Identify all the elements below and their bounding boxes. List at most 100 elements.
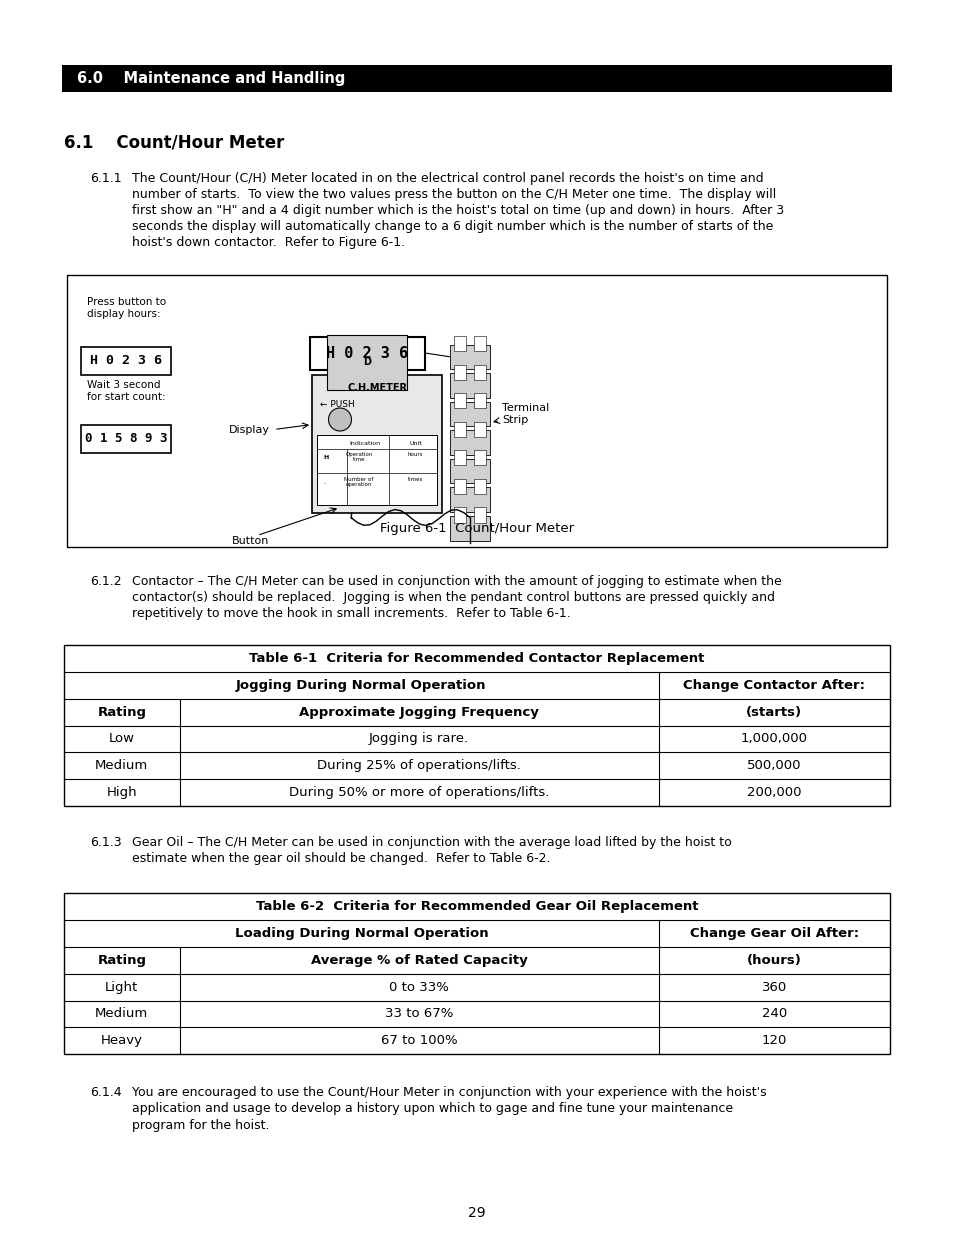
Text: Number of
operation: Number of operation [344, 477, 374, 488]
Text: Average % of Rated Capacity: Average % of Rated Capacity [311, 953, 527, 967]
Bar [64, 893, 889, 1055]
Bar [67, 274, 886, 547]
Text: Table 6-2  Criteria for Recommended Gear Oil Replacement: Table 6-2 Criteria for Recommended Gear … [255, 900, 698, 913]
Bar [454, 336, 465, 351]
Text: times: times [407, 477, 422, 482]
Text: The Count/Hour (C/H) Meter located in on the electrical control panel records th: The Count/Hour (C/H) Meter located in on… [132, 172, 762, 184]
Text: Figure 6-1  Count/Hour Meter: Figure 6-1 Count/Hour Meter [379, 521, 574, 535]
Text: Contactor – The C/H Meter can be used in conjunction with the amount of jogging : Contactor – The C/H Meter can be used in… [132, 574, 781, 588]
Text: 6.1.3: 6.1.3 [90, 836, 121, 848]
Text: Loading During Normal Operation: Loading During Normal Operation [234, 927, 488, 940]
Text: Jogging During Normal Operation: Jogging During Normal Operation [235, 679, 486, 692]
Bar [450, 401, 490, 426]
Text: (starts): (starts) [745, 705, 801, 719]
Text: first show an "H" and a 4 digit number which is the hoist's total on time (up an: first show an "H" and a 4 digit number w… [132, 204, 783, 217]
Text: 500,000: 500,000 [746, 760, 801, 772]
Text: H: H [323, 454, 328, 459]
Bar [62, 65, 891, 91]
Text: Light: Light [105, 981, 138, 994]
Bar [474, 364, 485, 379]
Text: Medium: Medium [95, 760, 149, 772]
Text: Table 6-1  Criteria for Recommended Contactor Replacement: Table 6-1 Criteria for Recommended Conta… [249, 652, 704, 664]
Text: program for the hoist.: program for the hoist. [132, 1119, 269, 1131]
Text: Rating: Rating [97, 953, 146, 967]
Text: repetitively to move the hook in small increments.  Refer to Table 6-1.: repetitively to move the hook in small i… [132, 606, 570, 620]
Bar [450, 345, 490, 369]
Bar [450, 430, 490, 454]
Bar [474, 479, 485, 494]
Bar [454, 364, 465, 379]
Bar [474, 508, 485, 522]
Text: H 0 2 3 6: H 0 2 3 6 [326, 346, 408, 361]
Bar [454, 393, 465, 409]
Text: number of starts.  To view the two values press the button on the C/H Meter one : number of starts. To view the two values… [132, 188, 776, 201]
Text: 6.1.4: 6.1.4 [90, 1086, 121, 1099]
Text: Button: Button [232, 536, 269, 546]
Text: application and usage to develop a history upon which to gage and fine tune your: application and usage to develop a histo… [132, 1103, 732, 1115]
Bar [450, 458, 490, 483]
Text: C.H.METER: C.H.METER [347, 383, 407, 393]
Circle shape [328, 408, 351, 431]
Text: 0 to 33%: 0 to 33% [389, 981, 449, 994]
Text: Rating: Rating [97, 705, 146, 719]
Text: 120: 120 [760, 1034, 786, 1047]
Text: contactor(s) should be replaced.  Jogging is when the pendant control buttons ar: contactor(s) should be replaced. Jogging… [132, 590, 774, 604]
Text: Heavy: Heavy [101, 1034, 143, 1047]
Bar [450, 373, 490, 398]
Text: 240: 240 [760, 1008, 786, 1020]
Text: Terminal
Strip: Terminal Strip [501, 403, 549, 425]
Bar [450, 516, 490, 541]
Bar [474, 336, 485, 351]
Text: Display: Display [229, 425, 270, 435]
Text: D: D [363, 357, 371, 367]
Text: 0 1 5 8 9 3: 0 1 5 8 9 3 [85, 432, 167, 445]
Text: 29: 29 [468, 1207, 485, 1220]
Text: During 50% or more of operations/lifts.: During 50% or more of operations/lifts. [289, 785, 549, 799]
Text: hoist's down contactor.  Refer to Figure 6-1.: hoist's down contactor. Refer to Figure … [132, 236, 405, 249]
Text: .: . [323, 478, 325, 484]
Text: Indication: Indication [349, 441, 380, 446]
Bar [316, 435, 436, 505]
Bar [81, 347, 171, 374]
Text: (hours): (hours) [746, 953, 801, 967]
Text: Low: Low [109, 732, 134, 746]
Bar [474, 451, 485, 466]
Bar [310, 336, 424, 369]
Bar [81, 425, 171, 452]
Text: seconds the display will automatically change to a 6 digit number which is the n: seconds the display will automatically c… [132, 220, 773, 233]
Bar [454, 451, 465, 466]
Text: Jogging is rare.: Jogging is rare. [369, 732, 469, 746]
Text: You are encouraged to use the Count/Hour Meter in conjunction with your experien: You are encouraged to use the Count/Hour… [132, 1086, 766, 1099]
Text: Change Gear Oil After:: Change Gear Oil After: [689, 927, 858, 940]
Text: 6.1.2: 6.1.2 [90, 574, 121, 588]
Text: 67 to 100%: 67 to 100% [380, 1034, 457, 1047]
Text: High: High [107, 785, 137, 799]
Text: 200,000: 200,000 [746, 785, 801, 799]
Bar [327, 335, 407, 389]
Text: Change Contactor After:: Change Contactor After: [682, 679, 864, 692]
Bar [474, 421, 485, 437]
Text: 6.0    Maintenance and Handling: 6.0 Maintenance and Handling [77, 70, 345, 85]
Text: 1,000,000: 1,000,000 [740, 732, 807, 746]
Text: During 25% of operations/lifts.: During 25% of operations/lifts. [317, 760, 520, 772]
Bar [454, 479, 465, 494]
Text: H 0 2 3 6: H 0 2 3 6 [90, 354, 162, 367]
Text: Unit: Unit [409, 441, 421, 446]
Text: Operation
time: Operation time [345, 452, 373, 462]
Bar [474, 393, 485, 409]
Text: ← PUSH: ← PUSH [319, 399, 355, 409]
Text: Wait 3 second
for start count:: Wait 3 second for start count: [87, 379, 166, 403]
Bar [312, 374, 441, 513]
Bar [64, 645, 889, 806]
Text: Approximate Jogging Frequency: Approximate Jogging Frequency [299, 705, 538, 719]
Text: Gear Oil – The C/H Meter can be used in conjunction with the average load lifted: Gear Oil – The C/H Meter can be used in … [132, 836, 731, 848]
Text: estimate when the gear oil should be changed.  Refer to Table 6-2.: estimate when the gear oil should be cha… [132, 852, 550, 864]
Text: 360: 360 [760, 981, 786, 994]
Bar [454, 421, 465, 437]
Bar [450, 488, 490, 513]
Text: hours: hours [407, 452, 423, 457]
Bar [454, 508, 465, 522]
Text: 33 to 67%: 33 to 67% [385, 1008, 453, 1020]
Text: 6.1.1: 6.1.1 [90, 172, 121, 184]
Text: Medium: Medium [95, 1008, 149, 1020]
